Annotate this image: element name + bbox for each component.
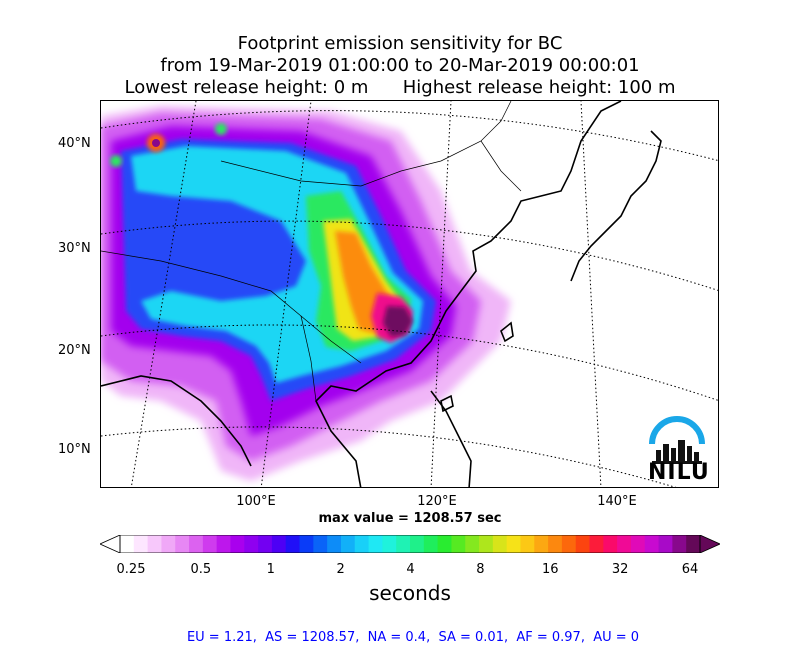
colorbar-cell [216, 535, 231, 553]
colorbar-tick-label: 2 [336, 562, 345, 577]
colorbar-cell [175, 535, 190, 553]
colorbar-cell [202, 535, 218, 553]
colorbar-cell [603, 535, 618, 553]
colorbar-tick-label: 0.25 [116, 562, 146, 577]
colorbar-cell [285, 535, 301, 553]
colorbar-tick-label: 4 [406, 562, 415, 577]
colorbar-cell [271, 535, 287, 553]
nilu-logo-icon [649, 416, 705, 464]
colorbar-unit-label: seconds [369, 581, 451, 605]
colorbar-cell [589, 535, 604, 553]
lat-label-20n: 20°N [58, 343, 91, 358]
colorbar-cell [299, 535, 314, 553]
colorbar-cell [327, 535, 342, 553]
colorbar-cell [161, 535, 176, 553]
lon-label-100e: 100°E [236, 494, 276, 509]
colorbar-cell [520, 535, 535, 553]
colorbar-cell [258, 535, 273, 553]
colorbar-cell [244, 535, 259, 553]
colorbar-cell [410, 535, 425, 553]
colorbar-cell [561, 535, 577, 553]
colorbar-cell [437, 535, 452, 553]
coastlines [101, 101, 662, 487]
colorbar-cell [451, 535, 466, 553]
colorbar-cell [534, 535, 549, 553]
colorbar-cell [189, 535, 204, 553]
colorbar-tick-label: 8 [476, 562, 485, 577]
colorbar-cell [368, 535, 383, 553]
colorbar-cell [230, 535, 245, 553]
lon-label-140e: 140°E [597, 494, 637, 509]
map-panel [100, 100, 719, 488]
colorbar-cell [658, 535, 673, 553]
colorbar-cell [617, 535, 632, 553]
colorbar-cell [396, 535, 411, 553]
lon-label-120e: 120°E [417, 494, 457, 509]
colorbar-cell [313, 535, 328, 553]
colorbar-tick-label: 64 [681, 562, 699, 577]
colorbar-cell [492, 535, 508, 553]
colorbar-cell [382, 535, 397, 553]
colorbar-tick-label: 0.5 [190, 562, 212, 577]
colorbar-cell [575, 535, 591, 553]
colorbar-cell [147, 535, 162, 553]
colorbar-min-arrow [100, 535, 121, 553]
colorbar-cell [465, 535, 480, 553]
colorbar-cell [340, 535, 356, 553]
colorbar-cell [133, 535, 149, 553]
colorbar-tick-label: 32 [611, 562, 629, 577]
colorbar-max-arrow [699, 535, 720, 553]
colorbar-cell [354, 535, 370, 553]
colorbar-tick-label: 1 [266, 562, 275, 577]
colorbar-cell [506, 535, 521, 553]
map-subtitle-heights: Lowest release height: 0 m Highest relea… [124, 77, 676, 98]
region-totals: EU = 1.21, AS = 1208.57, NA = 0.4, SA = … [186, 630, 640, 645]
map-svg [101, 101, 718, 487]
colorbar-tick-label: 16 [541, 562, 559, 577]
colorbar-cell [120, 535, 135, 553]
map-title: Footprint emission sensitivity for BC [237, 33, 563, 54]
lat-label-30n: 30°N [58, 241, 91, 256]
colorbar-cell [630, 535, 646, 553]
lat-label-10n: 10°N [58, 442, 91, 457]
map-subtitle-period: from 19-Mar-2019 01:00:00 to 20-Mar-2019… [160, 55, 640, 76]
nilu-logo-text: NILU [648, 460, 710, 485]
lat-label-40n: 40°N [58, 136, 91, 151]
country-borders [101, 101, 522, 402]
max-value-label: max value = 1208.57 sec [318, 511, 502, 526]
colorbar-cell [548, 535, 563, 553]
colorbar [100, 535, 720, 553]
colorbar-cell [479, 535, 494, 553]
colorbar-cell [672, 535, 687, 553]
graticule [101, 101, 718, 487]
colorbar-cell [644, 535, 660, 553]
colorbar-cell [686, 535, 701, 553]
colorbar-cell [423, 535, 439, 553]
footprint-plume [101, 106, 511, 481]
